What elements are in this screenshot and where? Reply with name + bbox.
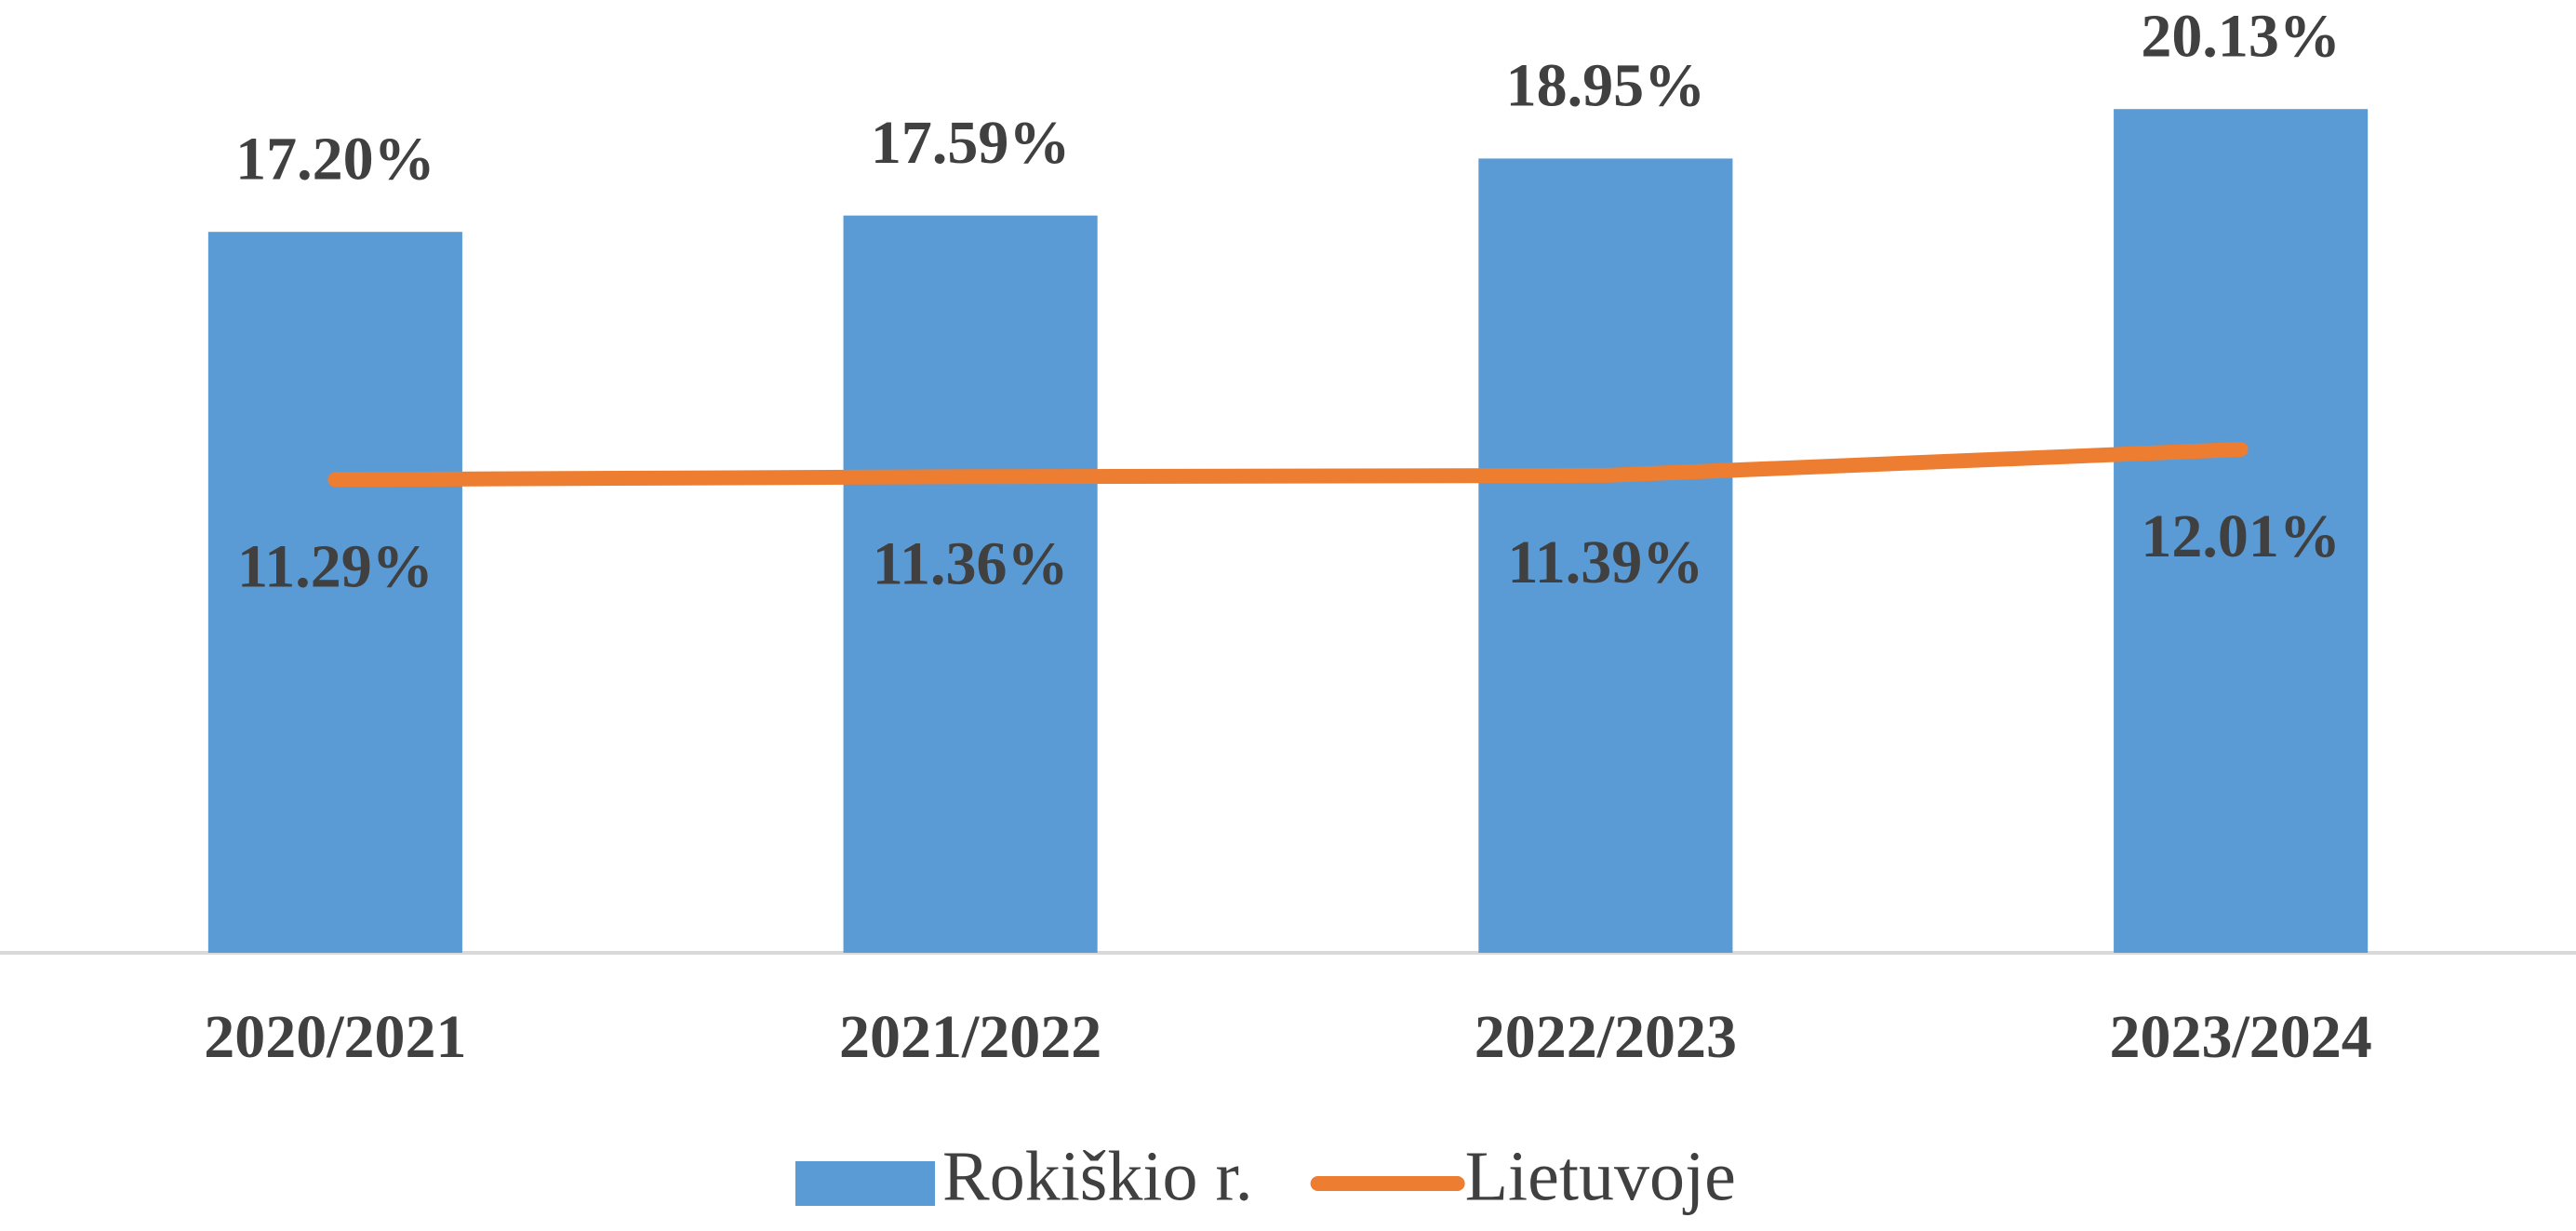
bar	[1478, 158, 1733, 953]
legend-label: Rokiškio r.	[942, 1137, 1253, 1215]
x-tick-label: 2021/2022	[839, 1003, 1101, 1071]
line	[327, 442, 2249, 488]
data-label: 18.95%	[1506, 52, 1706, 120]
bar	[207, 232, 462, 953]
data-label: 11.39%	[1507, 529, 1703, 596]
legend-label: Lietuvoje	[1465, 1137, 1736, 1215]
legend-swatch	[795, 1161, 935, 1206]
bar	[843, 215, 1098, 953]
data-label: 17.59%	[871, 109, 1071, 177]
data-label: 11.36%	[873, 529, 1069, 597]
x-tick-label: 2020/2021	[204, 1003, 466, 1071]
x-tick-label: 2023/2024	[2109, 1003, 2371, 1071]
data-label: 17.20%	[235, 125, 435, 193]
data-label: 11.29%	[237, 533, 434, 601]
data-label: 12.01%	[2141, 502, 2341, 570]
data-label: 20.13%	[2141, 2, 2341, 70]
x-tick-label: 2022/2023	[1475, 1003, 1737, 1071]
bar	[2114, 109, 2369, 954]
